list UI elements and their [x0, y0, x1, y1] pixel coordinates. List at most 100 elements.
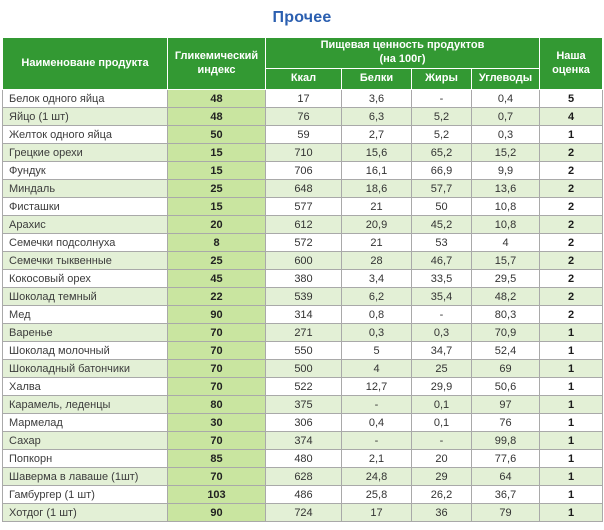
score-cell: 2 — [539, 197, 603, 216]
carbs-cell: 29,5 — [471, 269, 540, 288]
gi-cell: 70 — [167, 341, 266, 360]
fat-cell: 34,7 — [411, 341, 472, 360]
gi-cell: 70 — [167, 377, 266, 396]
score-cell: 1 — [539, 341, 603, 360]
table-row: Варенье 70 271 0,3 0,3 70,9 1 — [2, 323, 603, 342]
protein-cell: 0,8 — [341, 305, 412, 324]
table-row: Арахис 20 612 20,9 45,2 10,8 2 — [2, 215, 603, 234]
product-cell: Яйцо (1 шт) — [2, 107, 168, 126]
fat-cell: 29 — [411, 467, 472, 486]
protein-cell: - — [341, 431, 412, 450]
table-row: Шоколад молочный 70 550 5 34,7 52,4 1 — [2, 341, 603, 360]
gi-cell: 30 — [167, 413, 266, 432]
product-cell: Шаверма в лаваше (1шт) — [2, 467, 168, 486]
gi-cell: 15 — [167, 161, 266, 180]
nutrition-group-line1: Пищевая ценность продуктов — [320, 39, 485, 52]
fat-cell: 5,2 — [411, 107, 472, 126]
product-cell: Белок одного яйца — [2, 89, 168, 108]
table-row: Мед 90 314 0,8-80,3 2 — [2, 305, 603, 324]
product-cell: Миндаль — [2, 179, 168, 198]
column-header-kcal: Ккал — [265, 68, 342, 90]
score-cell: 2 — [539, 305, 603, 324]
fat-cell: 65,2 — [411, 143, 472, 162]
score-cell: 2 — [539, 287, 603, 306]
carbs-cell: 15,2 — [471, 143, 540, 162]
product-cell: Гамбургер (1 шт) — [2, 485, 168, 504]
table-row: Халва 70 522 12,7 29,9 50,6 1 — [2, 377, 603, 396]
gi-cell: 90 — [167, 503, 266, 522]
score-cell: 5 — [539, 89, 603, 108]
table-row: Грецкие орехи 15 710 15,6 65,2 15,2 2 — [2, 143, 603, 162]
carbs-cell: 50,6 — [471, 377, 540, 396]
table-row: Карамель, леденцы 80 375-0,1 97 1 — [2, 395, 603, 414]
table-row: Белок одного яйца 48 17 3,6-0,4 5 — [2, 89, 603, 108]
carbs-cell: 36,7 — [471, 485, 540, 504]
fat-cell: - — [411, 305, 472, 324]
table-row: Хотдог (1 шт) 90 724 17 36 79 1 — [2, 503, 603, 522]
protein-cell: - — [341, 395, 412, 414]
carbs-cell: 0,7 — [471, 107, 540, 126]
column-header-carbs: Углеводы — [471, 68, 540, 90]
score-cell: 1 — [539, 431, 603, 450]
table-body: Белок одного яйца 48 17 3,6-0,4 5 Яйцо (1 шт)… — [2, 89, 603, 522]
carbs-cell: 13,6 — [471, 179, 540, 198]
gi-cell: 45 — [167, 269, 266, 288]
gi-cell: 25 — [167, 179, 266, 198]
score-cell: 1 — [539, 503, 603, 522]
product-cell: Хотдог (1 шт) — [2, 503, 168, 522]
fat-cell: 46,7 — [411, 251, 472, 270]
column-header-glycemic-index: Гликемический индекс — [167, 37, 266, 90]
product-cell: Варенье — [2, 323, 168, 342]
product-cell: Сахар — [2, 431, 168, 450]
carbs-cell: 15,7 — [471, 251, 540, 270]
protein-cell: 3,6 — [341, 89, 412, 108]
carbs-cell: 77,6 — [471, 449, 540, 468]
gi-cell: 20 — [167, 215, 266, 234]
table-row: Шаверма в лаваше (1шт) 70 628 24,8 29 64 1 — [2, 467, 603, 486]
protein-cell: 17 — [341, 503, 412, 522]
product-cell: Мед — [2, 305, 168, 324]
carbs-cell: 64 — [471, 467, 540, 486]
product-cell: Семечки тыквенные — [2, 251, 168, 270]
carbs-cell: 10,8 — [471, 215, 540, 234]
table-row: Фисташки 15 577 21 50 10,8 2 — [2, 197, 603, 216]
kcal-cell: 375 — [265, 395, 342, 414]
fat-cell: 33,5 — [411, 269, 472, 288]
table-row: Гамбургер (1 шт) 103 486 25,8 26,2 36,7 1 — [2, 485, 603, 504]
carbs-cell: 4 — [471, 233, 540, 252]
score-cell: 1 — [539, 377, 603, 396]
column-header-score: Наша оценка — [539, 37, 603, 90]
carbs-cell: 76 — [471, 413, 540, 432]
protein-cell: 28 — [341, 251, 412, 270]
product-cell: Фундук — [2, 161, 168, 180]
gi-cell: 80 — [167, 395, 266, 414]
fat-cell: 0,3 — [411, 323, 472, 342]
carbs-cell: 97 — [471, 395, 540, 414]
table-row: Семечки подсолнуха 8 572 21 53 4 2 — [2, 233, 603, 252]
fat-cell: 57,7 — [411, 179, 472, 198]
product-cell: Арахис — [2, 215, 168, 234]
product-cell: Семечки подсолнуха — [2, 233, 168, 252]
gi-cell: 8 — [167, 233, 266, 252]
gi-cell: 48 — [167, 107, 266, 126]
score-cell: 2 — [539, 215, 603, 234]
product-cell: Шоколад темный — [2, 287, 168, 306]
kcal-cell: 306 — [265, 413, 342, 432]
table-row: Попкорн 85 480 2,1 20 77,6 1 — [2, 449, 603, 468]
carbs-cell: 0,4 — [471, 89, 540, 108]
kcal-cell: 550 — [265, 341, 342, 360]
nutrition-group-line2: (на 100г) — [379, 53, 426, 65]
column-header-protein: Белки — [341, 68, 412, 90]
product-cell: Шоколадный батончики — [2, 359, 168, 378]
gi-cell: 25 — [167, 251, 266, 270]
fat-cell: 25 — [411, 359, 472, 378]
fat-cell: 35,4 — [411, 287, 472, 306]
protein-cell: 12,7 — [341, 377, 412, 396]
protein-cell: 4 — [341, 359, 412, 378]
gi-cell: 70 — [167, 323, 266, 342]
gi-cell: 70 — [167, 359, 266, 378]
fat-cell: 29,9 — [411, 377, 472, 396]
score-cell: 1 — [539, 395, 603, 414]
fat-cell: 0,1 — [411, 395, 472, 414]
protein-cell: 0,3 — [341, 323, 412, 342]
